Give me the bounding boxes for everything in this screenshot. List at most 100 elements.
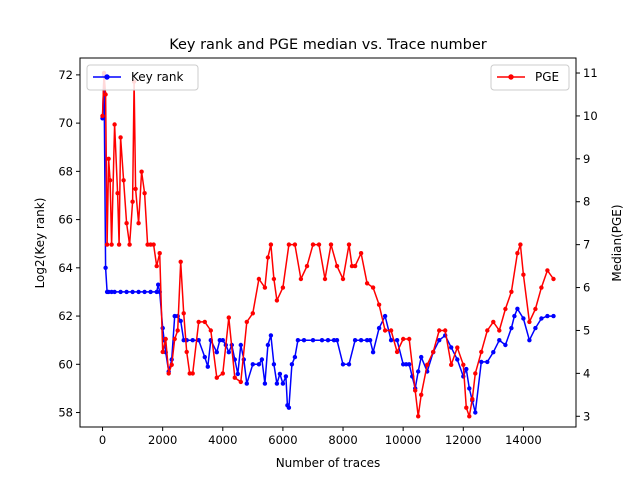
pge-point bbox=[157, 251, 162, 256]
key-rank-point bbox=[226, 350, 231, 355]
pge-point bbox=[154, 263, 159, 269]
left-y-tick-label: 58 bbox=[58, 406, 73, 420]
pge-point bbox=[232, 375, 237, 380]
legend-key-rank-box bbox=[86, 64, 199, 91]
pge-point bbox=[181, 311, 186, 316]
x-tick-label: 8000 bbox=[328, 433, 357, 447]
x-tick-label: 0 bbox=[99, 433, 106, 447]
pge-point bbox=[115, 191, 120, 196]
pge-point bbox=[518, 242, 523, 247]
key-rank-point bbox=[274, 381, 280, 386]
key-rank-point bbox=[280, 381, 286, 386]
right-y-tick-label: 4 bbox=[583, 366, 590, 380]
key-rank-point bbox=[539, 316, 544, 321]
key-rank-point bbox=[467, 386, 472, 391]
pge-point bbox=[100, 113, 105, 119]
legend-pge: PGE bbox=[490, 64, 570, 91]
pge-point bbox=[425, 362, 430, 367]
pge-point bbox=[551, 276, 556, 282]
pge-point bbox=[461, 362, 466, 367]
left-y-tick-label: 60 bbox=[58, 357, 73, 371]
right-y-tick-label: 9 bbox=[583, 152, 590, 166]
key-rank-point bbox=[382, 313, 388, 319]
pge-point bbox=[503, 306, 508, 312]
pge-point bbox=[107, 178, 113, 183]
key-rank-point bbox=[156, 282, 161, 287]
pge-point bbox=[265, 255, 271, 260]
key-rank-point bbox=[325, 338, 331, 343]
pge-point bbox=[169, 362, 174, 367]
pge-point bbox=[190, 371, 195, 376]
pge-point bbox=[202, 319, 207, 325]
pge-point bbox=[515, 251, 520, 256]
pge-point bbox=[419, 392, 424, 397]
left-y-axis-label: Log2(Key rank) bbox=[33, 198, 47, 289]
pge-point bbox=[443, 328, 448, 333]
pge-point bbox=[388, 328, 394, 333]
key-rank-point bbox=[268, 333, 274, 338]
key-rank-point bbox=[370, 350, 376, 355]
series-layer bbox=[100, 70, 556, 419]
pge-point bbox=[485, 328, 490, 333]
pge-point bbox=[470, 396, 475, 402]
pge-point bbox=[109, 242, 114, 247]
key-rank-point bbox=[416, 369, 421, 374]
pge-point bbox=[133, 186, 138, 192]
pge-point bbox=[286, 242, 292, 247]
pge-point bbox=[271, 276, 277, 282]
key-rank-point bbox=[521, 316, 526, 321]
key-rank-point bbox=[148, 289, 153, 295]
pge-point bbox=[376, 302, 382, 307]
pge-point bbox=[509, 289, 514, 294]
key-rank-point bbox=[527, 338, 532, 343]
right-y-tick-label: 5 bbox=[583, 323, 590, 337]
key-rank-point bbox=[244, 381, 249, 386]
right-y-tick-label: 11 bbox=[583, 66, 598, 80]
pge-point bbox=[364, 281, 370, 286]
key-rank-point bbox=[346, 362, 352, 367]
legend-pge-box bbox=[490, 64, 570, 91]
pge-point bbox=[416, 414, 421, 419]
key-rank-point bbox=[295, 338, 301, 343]
key-rank-point bbox=[455, 357, 460, 362]
key-rank-point bbox=[259, 357, 265, 362]
pge-point bbox=[106, 156, 111, 161]
pge-point bbox=[304, 263, 310, 269]
right-y-axis-label: Median(PGE) bbox=[610, 204, 624, 281]
pge-point bbox=[539, 285, 544, 290]
pge-point bbox=[431, 349, 436, 355]
pge-point bbox=[310, 242, 316, 247]
pge-point bbox=[382, 328, 388, 333]
x-axis-ticks: 0 2000 4000 6000 8000 10000 12000 14000 bbox=[99, 427, 542, 447]
chart-title: Key rank and PGE median vs. Trace number bbox=[169, 37, 487, 53]
key-rank-point bbox=[473, 410, 478, 415]
legend-key-rank-label: Key rank bbox=[131, 70, 183, 84]
key-rank-point bbox=[533, 325, 538, 331]
pge-point bbox=[467, 414, 472, 419]
pge-point bbox=[104, 242, 110, 247]
pge-point bbox=[136, 221, 141, 226]
right-y-tick-label: 8 bbox=[583, 195, 590, 209]
pge-point bbox=[401, 336, 406, 342]
pge-point bbox=[449, 362, 454, 367]
pge-point bbox=[220, 371, 225, 376]
key-rank-point bbox=[491, 350, 496, 355]
pge-point bbox=[358, 251, 364, 256]
pge-point bbox=[298, 276, 304, 282]
pge-point bbox=[127, 242, 132, 247]
pge-point bbox=[118, 135, 123, 140]
pge-point bbox=[349, 263, 355, 269]
left-y-tick-label: 66 bbox=[58, 213, 73, 227]
x-tick-label: 10000 bbox=[385, 433, 422, 447]
legend-key-rank-marker bbox=[104, 74, 110, 80]
x-tick-label: 2000 bbox=[148, 433, 177, 447]
pge-point bbox=[172, 336, 177, 342]
pge-point bbox=[545, 268, 550, 273]
pge-point bbox=[274, 298, 280, 303]
pge-point bbox=[160, 349, 165, 355]
pge-point bbox=[256, 276, 262, 282]
pge-point bbox=[464, 405, 469, 410]
pge-point bbox=[316, 242, 322, 247]
key-rank-point bbox=[136, 289, 141, 295]
key-rank-point bbox=[196, 338, 201, 343]
